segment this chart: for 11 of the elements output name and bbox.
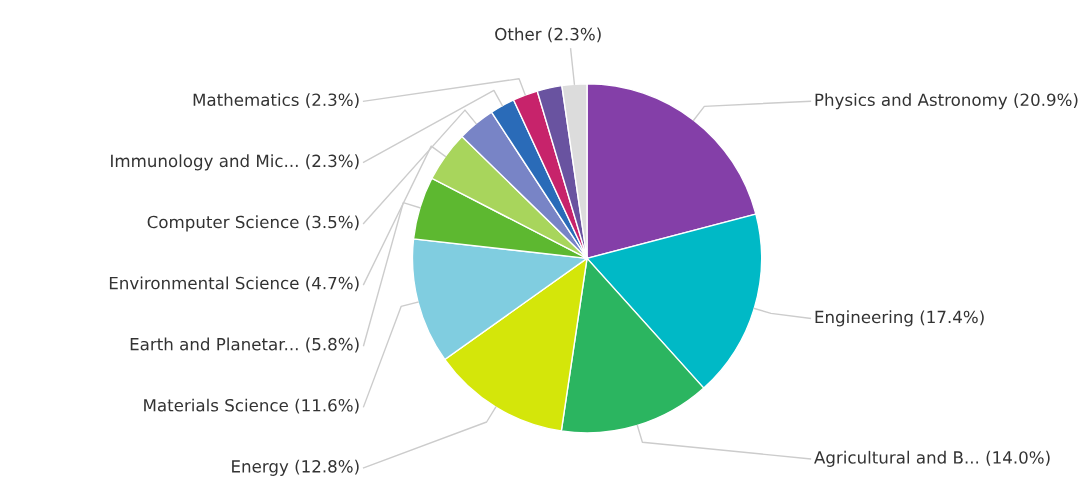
slice-label: Mathematics (2.3%) — [193, 93, 359, 109]
slice-label: Engineering (17.4%) — [815, 310, 984, 327]
slice-label: Earth and Planetar... (5.8%) — [130, 337, 359, 353]
slice-label: Energy (12.8%) — [232, 459, 359, 476]
slice-label: Environmental Science (4.7%) — [109, 276, 359, 292]
slice-label: Immunology and Mic... (2.3%) — [111, 154, 359, 171]
slice-label: Materials Science (11.6%) — [144, 398, 359, 414]
slice-label: Other (2.3%) — [495, 27, 601, 43]
slice-label: Computer Science (3.5%) — [147, 215, 359, 232]
slice-label: Physics and Astronomy (20.9%) — [815, 93, 1078, 110]
slice-label: Agricultural and B... (14.0%) — [814, 450, 1050, 467]
